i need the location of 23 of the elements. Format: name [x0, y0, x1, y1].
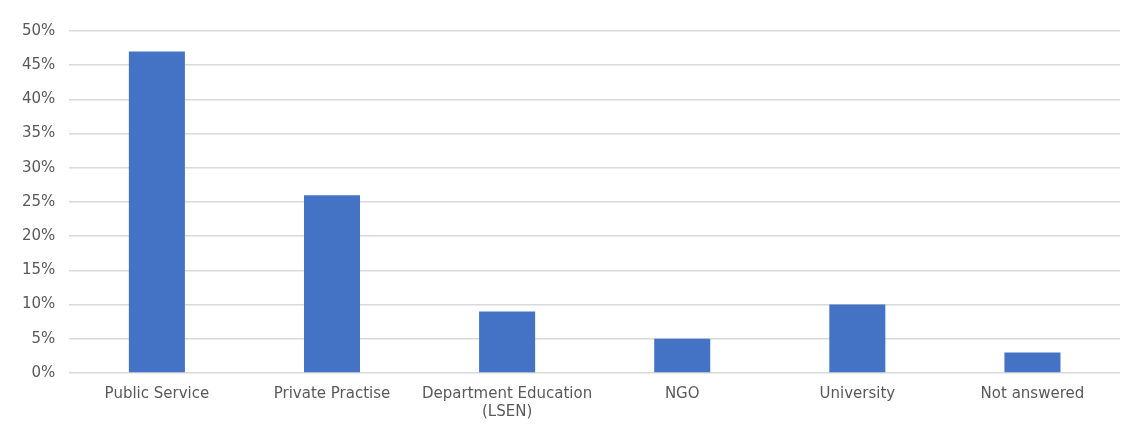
y-tick-label: 40% — [22, 89, 56, 108]
bar — [128, 51, 185, 373]
y-tick-label: 0% — [31, 362, 56, 381]
x-tick-label: Not answered — [980, 383, 1085, 402]
y-tick-label: 10% — [22, 294, 56, 313]
y-tick-label: 20% — [22, 226, 56, 245]
bar — [1004, 352, 1061, 373]
y-tick-label: 5% — [31, 328, 56, 347]
x-tick-label: University — [819, 383, 896, 402]
bar — [303, 195, 361, 373]
bar — [829, 304, 886, 373]
x-tick-label: NGO — [664, 383, 700, 402]
x-tick-label: Private Practise — [273, 383, 391, 402]
y-tick-label: 35% — [22, 123, 56, 142]
y-tick-label: 45% — [22, 55, 56, 74]
y-tick-label: 30% — [22, 157, 56, 176]
x-tick-label: Public Service — [104, 383, 210, 402]
x-tick-label: Department Education (LSEN) — [422, 383, 593, 420]
y-tick-label: 15% — [22, 260, 56, 279]
bar — [479, 311, 536, 373]
bar — [654, 338, 711, 373]
y-tick-label: 25% — [22, 191, 56, 210]
y-tick-label: 50% — [22, 20, 56, 39]
